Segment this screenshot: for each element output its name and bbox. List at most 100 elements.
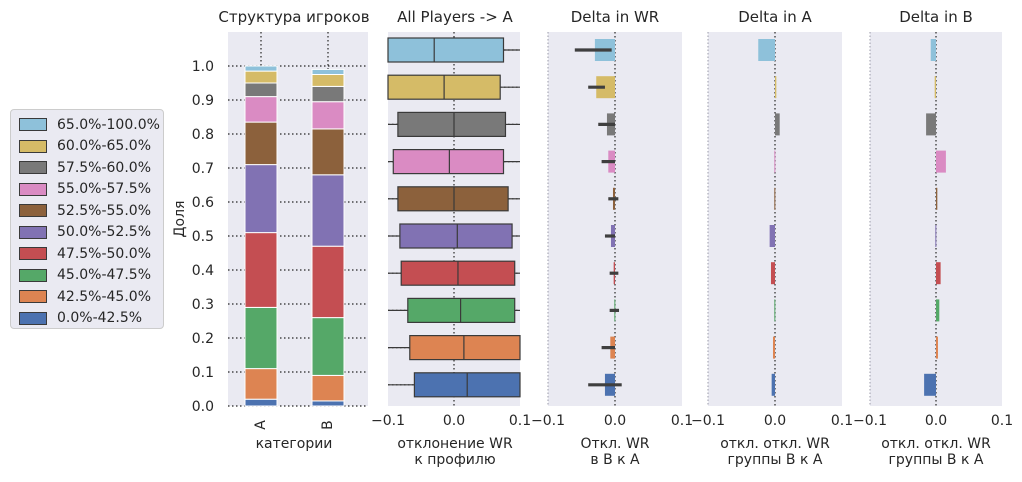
stacked-bar-segment	[244, 121, 278, 166]
legend-item: 0.0%-42.5%	[19, 308, 155, 330]
y-tick-label: 0.3	[192, 297, 214, 313]
y-tick-label: 0.5	[192, 229, 214, 245]
stacked-bar-segment	[311, 128, 345, 176]
stacked-bar-chart: 0.0 0.1 0.2 0.3 0.4 0.5 0.6 0.7 0.8 0.9 1.0 A B	[192, 32, 368, 430]
xlabel-line: отклонение WR	[397, 436, 513, 452]
y-tick-label: 0.8	[192, 127, 214, 143]
ylabel-share: Доля	[172, 201, 188, 238]
xlabel-line: группы B к A	[889, 452, 984, 468]
delta-bar	[596, 76, 615, 99]
legend-item: 60.0%-65.0%	[19, 136, 155, 158]
box	[409, 335, 521, 361]
xlabel-line: группы B к A	[728, 452, 823, 468]
legend-swatch	[19, 290, 47, 304]
delta-bar	[936, 336, 938, 359]
delta-bar	[774, 299, 776, 322]
legend-label: 50.0%-52.5%	[57, 224, 152, 241]
stacked-bar-segment	[311, 174, 345, 247]
delta-bar	[930, 39, 936, 61]
stacked-bar-segment	[244, 65, 278, 72]
legend-item: 65.0%-100.0%	[19, 114, 160, 136]
y-tick-label: 0.7	[192, 161, 214, 177]
legend-item: 55.0%-57.5%	[19, 179, 155, 201]
x-tick-label: 0.1	[831, 413, 853, 429]
legend-swatch	[19, 139, 47, 153]
x-tick-label: 0.0	[604, 413, 626, 429]
stacked-bar-segment	[244, 164, 278, 234]
y-tick-label: 0.0	[192, 399, 214, 415]
legend-swatch	[19, 118, 47, 132]
box	[397, 111, 507, 138]
legend-item: 45.0%-47.5%	[19, 265, 155, 287]
x-tick-label: 0.0	[925, 413, 947, 429]
legend-label: 0.0%-42.5%	[57, 310, 143, 327]
x-tick-label: −0.1	[691, 413, 725, 429]
delta-bar	[936, 187, 938, 210]
x-tick-label: 0.0	[443, 413, 465, 429]
legend-swatch	[19, 161, 47, 175]
legend-item: 50.0%-52.5%	[19, 222, 155, 244]
delta-bar	[775, 76, 777, 99]
x-tick-label: 0.1	[509, 413, 531, 429]
legend-swatch	[19, 311, 47, 325]
x-tick-label: 0.1	[671, 413, 693, 429]
stacked-bar-segment	[244, 96, 278, 123]
box	[397, 186, 509, 212]
delta-b-chart: −0.1 0.0 0.1	[853, 32, 1013, 429]
legend-label: 47.5%-50.0%	[57, 245, 152, 262]
delta-bar	[774, 150, 776, 173]
stacked-bar-segment	[311, 101, 345, 130]
legend-label: 45.0%-47.5%	[57, 267, 152, 284]
title-structure: Структура игроков	[218, 8, 369, 26]
stacked-bar-segment	[311, 85, 345, 103]
legend-swatch	[19, 225, 47, 239]
y-tick-label: 0.6	[192, 195, 214, 211]
title-allplayers: All Players -> A	[397, 8, 513, 26]
delta-bar	[771, 373, 775, 396]
x-tick-label: 0.0	[764, 413, 786, 429]
box	[392, 149, 505, 175]
x-tick-label: B	[320, 420, 336, 430]
xlabel-line: откл. откл. WR	[881, 436, 991, 452]
stacked-bar-segment	[311, 374, 345, 402]
box	[399, 223, 513, 249]
legend-label: 57.5%-60.0%	[57, 159, 152, 176]
xlabel-line: откл. откл. WR	[720, 436, 830, 452]
legend-item: 57.5%-60.0%	[19, 157, 155, 179]
delta-bar	[936, 299, 940, 322]
stacked-bar-segment	[311, 317, 345, 376]
delta-bar	[924, 373, 936, 396]
xlabel-line: в B к A	[590, 452, 640, 468]
box	[407, 297, 516, 323]
delta-bar	[770, 262, 775, 285]
legend-swatch	[19, 204, 47, 218]
legend: 65.0%-100.0% 60.0%-65.0% 57.5%-60.0% 55.…	[10, 109, 164, 329]
stacked-bar-segment	[311, 400, 345, 407]
stacked-bar-segment	[311, 74, 345, 87]
y-tick-label: 0.9	[192, 93, 214, 109]
stacked-bar-segment	[244, 398, 278, 407]
title-delta-a: Delta in A	[738, 8, 812, 26]
delta-bar	[936, 150, 946, 173]
stacked-bar-segment	[244, 70, 278, 84]
stacked-bar-segment	[244, 368, 278, 400]
x-tick-label: A	[253, 420, 269, 430]
delta-bar	[769, 225, 775, 247]
legend-label: 65.0%-100.0%	[57, 116, 160, 133]
legend-label: 52.5%-55.0%	[57, 202, 152, 219]
legend-item: 47.5%-50.0%	[19, 243, 155, 265]
y-tick-label: 1.0	[192, 59, 214, 75]
legend-swatch	[19, 268, 47, 282]
delta-a-chart: −0.1 0.0 0.1	[691, 32, 853, 429]
xlabel-line: Откл. WR	[580, 436, 649, 452]
x-tick-label: −0.1	[853, 413, 887, 429]
y-tick-label: 0.1	[192, 365, 214, 381]
xlabel-line: к профилю	[414, 452, 496, 468]
legend-label: 60.0%-65.0%	[57, 138, 152, 155]
y-tick-label: 0.2	[192, 331, 214, 347]
delta-bar	[772, 336, 775, 359]
xlabel-delta-wr: Откл. WRв B к A	[580, 436, 649, 468]
